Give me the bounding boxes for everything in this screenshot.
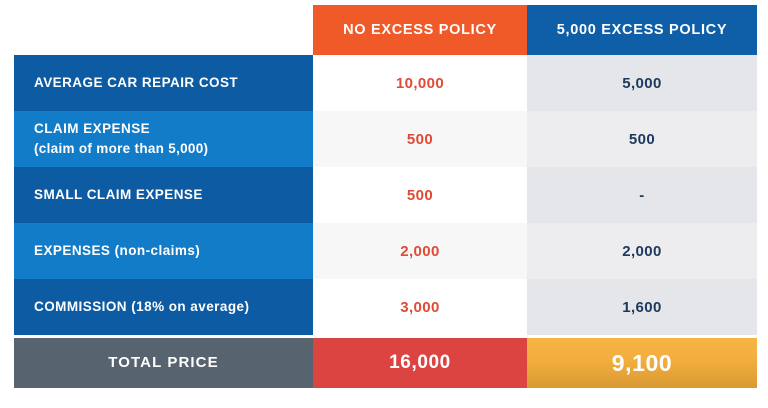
row-no-excess-cell: 3,000 <box>313 279 527 335</box>
table-row: SMALL CLAIM EXPENSE 500 - <box>0 167 768 223</box>
row-label-sub: (claim of more than 5,000) <box>34 141 209 156</box>
row-label-text: EXPENSES (non-claims) <box>34 243 201 259</box>
row-no-excess-value: 10,000 <box>395 74 445 92</box>
row-excess-value: 500 <box>628 130 656 148</box>
table-row: CLAIM EXPENSE (claim of more than 5,000)… <box>0 111 768 167</box>
row-no-excess-value: 2,000 <box>400 242 440 260</box>
table-header-row: NO EXCESS POLICY 5,000 EXCESS POLICY <box>0 5 768 55</box>
total-no-excess-value: 16,000 <box>389 352 451 373</box>
row-label-text: COMMISSION (18% on average) <box>34 299 250 315</box>
row-label-main: CLAIM EXPENSE <box>34 121 151 137</box>
row-label-cell: COMMISSION (18% on average) <box>14 279 313 335</box>
table-total-row: TOTAL PRICE 16,000 9,100 <box>0 338 768 388</box>
row-excess-cell: 2,000 <box>527 223 757 279</box>
total-excess-value: 9,100 <box>611 349 673 376</box>
row-label-cell: SMALL CLAIM EXPENSE <box>14 167 313 223</box>
table-row: EXPENSES (non-claims) 2,000 2,000 <box>0 223 768 279</box>
row-label-text: CLAIM EXPENSE (claim of more than 5,000) <box>34 119 208 158</box>
row-excess-value: - <box>639 186 645 204</box>
row-no-excess-value: 3,000 <box>400 298 440 316</box>
total-label-cell: TOTAL PRICE <box>14 338 313 388</box>
total-excess-cell: 9,100 <box>527 338 757 388</box>
header-label-spacer <box>14 5 313 55</box>
row-label-text: AVERAGE CAR REPAIR COST <box>34 75 239 91</box>
total-label-text: TOTAL PRICE <box>108 354 219 372</box>
table-row: AVERAGE CAR REPAIR COST 10,000 5,000 <box>0 55 768 111</box>
row-label-cell: CLAIM EXPENSE (claim of more than 5,000) <box>14 111 313 167</box>
row-no-excess-cell: 500 <box>313 167 527 223</box>
table-row: COMMISSION (18% on average) 3,000 1,600 <box>0 279 768 335</box>
row-excess-value: 5,000 <box>622 74 662 92</box>
column-header-no-excess-policy-text: NO EXCESS POLICY <box>343 22 497 38</box>
row-excess-value: 1,600 <box>622 298 662 316</box>
column-header-excess-policy: 5,000 EXCESS POLICY <box>527 5 757 55</box>
row-no-excess-cell: 10,000 <box>313 55 527 111</box>
row-no-excess-cell: 500 <box>313 111 527 167</box>
total-no-excess-cell: 16,000 <box>313 338 527 388</box>
row-excess-cell: 5,000 <box>527 55 757 111</box>
row-no-excess-value: 500 <box>406 186 434 204</box>
column-header-no-excess-policy: NO EXCESS POLICY <box>313 5 527 55</box>
row-excess-cell: 500 <box>527 111 757 167</box>
column-header-excess-policy-text: 5,000 EXCESS POLICY <box>556 22 728 38</box>
row-no-excess-value: 500 <box>406 130 434 148</box>
row-excess-cell: 1,600 <box>527 279 757 335</box>
row-excess-value: 2,000 <box>622 242 662 260</box>
row-no-excess-cell: 2,000 <box>313 223 527 279</box>
row-label-cell: AVERAGE CAR REPAIR COST <box>14 55 313 111</box>
row-label-text: SMALL CLAIM EXPENSE <box>34 187 203 203</box>
row-label-cell: EXPENSES (non-claims) <box>14 223 313 279</box>
row-excess-cell: - <box>527 167 757 223</box>
